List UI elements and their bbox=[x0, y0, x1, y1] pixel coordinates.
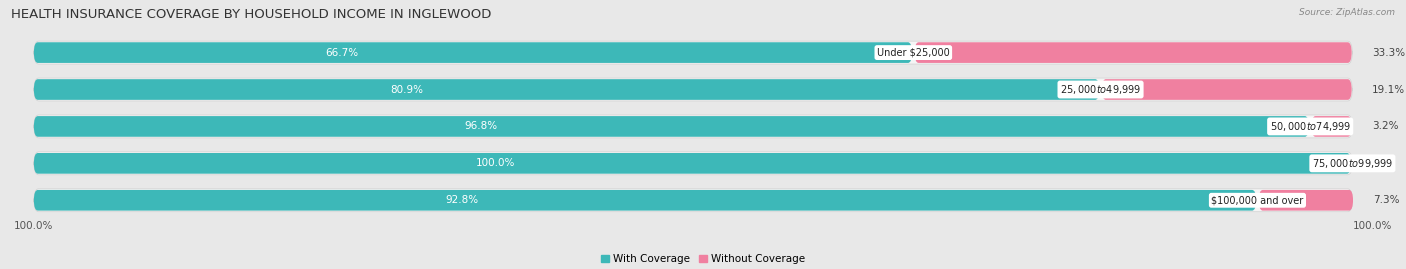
FancyBboxPatch shape bbox=[1102, 79, 1351, 100]
FancyBboxPatch shape bbox=[34, 79, 1099, 100]
FancyBboxPatch shape bbox=[1258, 190, 1353, 211]
Text: 66.7%: 66.7% bbox=[325, 48, 359, 58]
FancyBboxPatch shape bbox=[34, 116, 1309, 137]
Text: 80.9%: 80.9% bbox=[391, 84, 423, 94]
Text: 96.8%: 96.8% bbox=[464, 121, 498, 132]
Text: 7.3%: 7.3% bbox=[1374, 195, 1400, 205]
Text: $75,000 to $99,999: $75,000 to $99,999 bbox=[1312, 157, 1393, 170]
FancyBboxPatch shape bbox=[34, 152, 1353, 175]
Text: HEALTH INSURANCE COVERAGE BY HOUSEHOLD INCOME IN INGLEWOOD: HEALTH INSURANCE COVERAGE BY HOUSEHOLD I… bbox=[11, 8, 492, 21]
Text: 92.8%: 92.8% bbox=[446, 195, 478, 205]
Text: 100.0%: 100.0% bbox=[1353, 221, 1392, 231]
FancyBboxPatch shape bbox=[34, 190, 1256, 211]
Text: Source: ZipAtlas.com: Source: ZipAtlas.com bbox=[1299, 8, 1395, 17]
FancyBboxPatch shape bbox=[34, 42, 912, 63]
Text: 33.3%: 33.3% bbox=[1372, 48, 1405, 58]
FancyBboxPatch shape bbox=[34, 153, 1351, 174]
Text: 100.0%: 100.0% bbox=[475, 158, 515, 168]
Text: 3.2%: 3.2% bbox=[1372, 121, 1399, 132]
Text: $25,000 to $49,999: $25,000 to $49,999 bbox=[1060, 83, 1142, 96]
FancyBboxPatch shape bbox=[34, 189, 1353, 212]
FancyBboxPatch shape bbox=[34, 115, 1353, 138]
Legend: With Coverage, Without Coverage: With Coverage, Without Coverage bbox=[596, 250, 810, 268]
FancyBboxPatch shape bbox=[34, 41, 1353, 64]
Text: 19.1%: 19.1% bbox=[1372, 84, 1405, 94]
FancyBboxPatch shape bbox=[915, 42, 1351, 63]
Text: Under $25,000: Under $25,000 bbox=[877, 48, 949, 58]
Text: $100,000 and over: $100,000 and over bbox=[1212, 195, 1303, 205]
Text: 100.0%: 100.0% bbox=[14, 221, 53, 231]
Text: $50,000 to $74,999: $50,000 to $74,999 bbox=[1270, 120, 1351, 133]
FancyBboxPatch shape bbox=[34, 78, 1353, 101]
FancyBboxPatch shape bbox=[1312, 116, 1351, 137]
